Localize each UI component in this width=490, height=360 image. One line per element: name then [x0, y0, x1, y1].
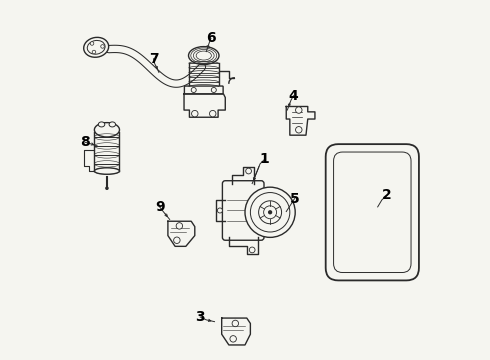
- Circle shape: [105, 186, 109, 190]
- Circle shape: [210, 111, 216, 117]
- Circle shape: [173, 237, 180, 243]
- Circle shape: [268, 210, 272, 215]
- Ellipse shape: [109, 122, 116, 127]
- Circle shape: [218, 208, 222, 213]
- Ellipse shape: [84, 37, 109, 57]
- Circle shape: [245, 187, 295, 237]
- Ellipse shape: [189, 46, 219, 64]
- FancyBboxPatch shape: [222, 181, 264, 240]
- Text: 3: 3: [196, 310, 205, 324]
- Polygon shape: [286, 107, 315, 135]
- Circle shape: [101, 45, 104, 48]
- Circle shape: [90, 42, 94, 45]
- Text: 7: 7: [149, 52, 158, 66]
- Text: 5: 5: [290, 192, 299, 206]
- Circle shape: [295, 127, 302, 133]
- Circle shape: [295, 107, 302, 113]
- Ellipse shape: [95, 123, 120, 137]
- Circle shape: [211, 87, 216, 93]
- Circle shape: [191, 87, 196, 93]
- FancyBboxPatch shape: [326, 144, 419, 280]
- Polygon shape: [221, 318, 250, 345]
- Circle shape: [176, 223, 183, 229]
- Text: 4: 4: [289, 89, 298, 103]
- Text: 2: 2: [382, 188, 392, 202]
- Circle shape: [259, 201, 282, 224]
- Ellipse shape: [95, 168, 120, 174]
- Circle shape: [230, 336, 236, 342]
- Text: 9: 9: [155, 200, 165, 214]
- Circle shape: [245, 168, 251, 174]
- Ellipse shape: [98, 122, 105, 127]
- Circle shape: [249, 247, 255, 253]
- FancyBboxPatch shape: [184, 86, 223, 94]
- Text: 6: 6: [206, 31, 216, 45]
- FancyBboxPatch shape: [334, 152, 411, 273]
- Polygon shape: [168, 221, 195, 246]
- Text: 8: 8: [80, 135, 90, 149]
- Polygon shape: [184, 94, 225, 117]
- Circle shape: [192, 111, 198, 117]
- Text: 1: 1: [260, 152, 270, 166]
- Circle shape: [92, 50, 96, 54]
- Ellipse shape: [87, 40, 105, 54]
- Circle shape: [232, 320, 239, 327]
